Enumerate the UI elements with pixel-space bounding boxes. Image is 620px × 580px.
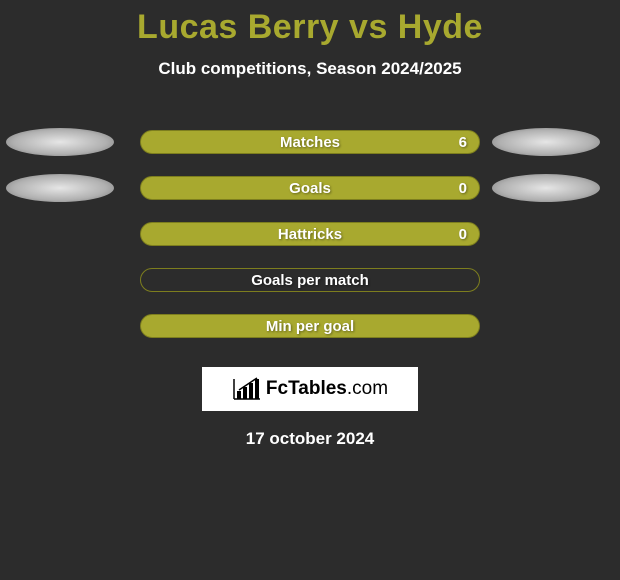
- stat-row: Min per goal: [0, 303, 620, 349]
- stat-row: Hattricks 0: [0, 211, 620, 257]
- page-subtitle: Club competitions, Season 2024/2025: [0, 59, 620, 79]
- stat-bar: Hattricks 0: [140, 222, 480, 246]
- brand-name-primary: FcTables: [266, 378, 347, 399]
- player-right-marker: [492, 174, 600, 202]
- stat-value: 0: [459, 180, 467, 197]
- brand-logo[interactable]: FcTables.com: [202, 367, 418, 411]
- date-label: 17 october 2024: [0, 429, 620, 449]
- stat-value: 0: [459, 226, 467, 243]
- stat-bar: Min per goal: [140, 314, 480, 338]
- stat-value: 6: [459, 134, 467, 151]
- stat-bar: Goals 0: [140, 176, 480, 200]
- stat-label: Min per goal: [266, 318, 354, 335]
- player-left-marker: [6, 174, 114, 202]
- stat-bar: Matches 6: [140, 130, 480, 154]
- stat-row: Matches 6: [0, 119, 620, 165]
- player-right-marker: [492, 128, 600, 156]
- player-left-marker: [6, 128, 114, 156]
- stats-area: Matches 6 Goals 0 Hattricks 0 Goals per match M…: [0, 119, 620, 349]
- stat-label: Matches: [280, 134, 340, 151]
- brand-logo-text: FcTables.com: [266, 378, 388, 400]
- stat-row: Goals per match: [0, 257, 620, 303]
- stat-label: Goals per match: [251, 272, 369, 289]
- main-container: Lucas Berry vs Hyde Club competitions, S…: [0, 0, 620, 449]
- stat-label: Goals: [289, 180, 331, 197]
- stat-bar: Goals per match: [140, 268, 480, 292]
- stat-label: Hattricks: [278, 226, 342, 243]
- brand-name-suffix: .com: [347, 378, 388, 399]
- bar-chart-icon: [232, 377, 262, 401]
- stat-row: Goals 0: [0, 165, 620, 211]
- page-title: Lucas Berry vs Hyde: [0, 8, 620, 47]
